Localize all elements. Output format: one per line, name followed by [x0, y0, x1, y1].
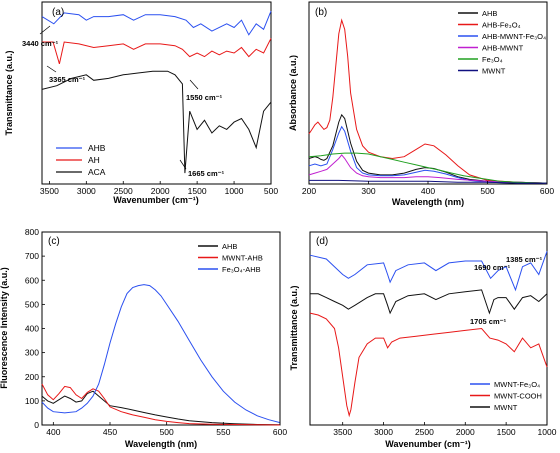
panel-a-label: (a) — [52, 7, 64, 18]
panel-a-legend: AHB AH ACA — [56, 143, 106, 177]
panel-c-label: (c) — [48, 236, 60, 247]
x-tick-label: 3000 — [77, 186, 96, 196]
legend-label-ahb: AHB — [222, 242, 237, 251]
panel-c: 400 450 500 550 600 0 100 200 300 400 500 600 700 800… — [0, 227, 287, 449]
y-tick-label: 500 — [25, 299, 39, 309]
y-tick-label: 0 — [34, 420, 39, 430]
annotation-1665: 1665 cm⁻¹ — [188, 169, 225, 178]
panel-a-series-ahb — [41, 10, 272, 36]
legend-label-ahb-mwnt: AHB-MWNT — [482, 44, 524, 53]
y-tick-label: 400 — [25, 324, 39, 334]
x-tick-label: 500 — [480, 186, 494, 196]
panel-a-series-aca — [41, 70, 272, 174]
legend-label-mwnt: MWNT — [494, 403, 518, 412]
legend-label-fe-o: Fe₃O₄ — [482, 55, 503, 64]
x-tick-label: 400 — [46, 427, 60, 437]
x-tick-label: 400 — [421, 186, 435, 196]
x-tick-label: 600 — [273, 427, 287, 437]
annotation-1690: 1690 cm⁻¹ — [474, 263, 511, 272]
panel-b-label: (b) — [315, 7, 327, 18]
x-tick-label: 1500 — [497, 427, 516, 437]
x-tick-label: 500 — [160, 427, 174, 437]
y-tick-label: 200 — [25, 372, 39, 382]
x-tick-label: 2000 — [151, 186, 170, 196]
annotation-3365: 3365 cm⁻¹ — [49, 75, 86, 84]
legend-label-mwnt-fe-o: MWNT-Fe₃O₄ — [494, 380, 540, 389]
legend-label-ah: AH — [88, 155, 100, 165]
x-tick-label: 3000 — [374, 427, 393, 437]
x-tick-label: 1000 — [538, 427, 557, 437]
annotation-3440-arrow — [39, 25, 51, 35]
panel-c-series-mwnt-ahb — [41, 383, 281, 426]
panel-d-series-mwnt-fe-o — [309, 251, 548, 292]
panel-d-label: (d) — [316, 236, 328, 247]
panel-a-frame — [41, 1, 272, 185]
panel-b-series-fe-o — [308, 152, 548, 184]
legend-label-mwnt: MWNT — [482, 67, 506, 76]
annotation-3440: 3440 cm⁻¹ — [22, 39, 59, 48]
panel-d-xlabel: Wavenumber (cm⁻¹) — [385, 439, 470, 449]
x-tick-label: 2500 — [415, 427, 434, 437]
y-tick-label: 100 — [25, 396, 39, 406]
panel-b: 200 300 400 500 600 (b) Wavelength (nm) Abso… — [288, 1, 554, 207]
panel-c-series-fe-o-ahb — [41, 284, 281, 424]
y-tick-label: 300 — [25, 348, 39, 358]
legend-label-ahb-mwnt-fe-o: AHB-MWNT-Fe₃O₄ — [482, 32, 546, 41]
legend-label-ahb: AHB — [482, 9, 497, 18]
x-tick-label: 450 — [103, 427, 117, 437]
x-tick-label: 200 — [302, 186, 316, 196]
x-tick-label: 500 — [264, 186, 278, 196]
panel-b-ylabel: Absorbance (a.u.) — [288, 55, 298, 131]
legend-label-mwnt-ahb: MWNT-AHB — [222, 254, 263, 263]
panel-c-legend: AHB MWNT-AHB Fe₃O₄-AHB — [198, 242, 263, 274]
panel-a-ylabel: Transmittance (a.u.) — [4, 50, 14, 135]
legend-label-ahb-fe-o: AHB-Fe₃O₄ — [482, 21, 521, 30]
panel-d-ylabel: Transmittance (a.u.) — [289, 285, 299, 370]
panel-a-xlabel: Wavenumber (cm⁻¹) — [113, 195, 198, 205]
x-tick-label: 600 — [540, 186, 554, 196]
x-tick-label: 2000 — [456, 427, 475, 437]
panel-b-series-ahb-mwnt-fe-o — [308, 125, 547, 184]
panel-c-series-ahb — [41, 390, 281, 426]
panel-b-legend: AHB AHB-Fe₃O₄ AHB-MWNT-Fe₃O₄ AHB-MWNT Fe₃O₄ M… — [458, 9, 546, 76]
annotation-1550-arrow — [189, 79, 199, 90]
annotation-1665-arrow — [179, 159, 187, 170]
annotation-1385: 1385 cm⁻¹ — [506, 255, 543, 264]
x-tick-label: 3500 — [40, 186, 59, 196]
panel-d: 3500 3000 2500 2000 1500 1000 (d) Wavenumber … — [289, 231, 557, 449]
panel-a-series-ah — [42, 38, 272, 65]
panel-a: 3500 3000 2500 2000 1500 1000 500 (a) Wavenumb… — [4, 1, 278, 205]
annotation-3365-arrow — [46, 65, 57, 73]
panel-d-series-mwnt-cooh — [309, 312, 548, 418]
legend-label-mwnt-cooh: MWNT-COOH — [494, 392, 542, 401]
panel-d-series-mwnt — [310, 289, 548, 315]
x-tick-label: 3500 — [333, 427, 352, 437]
y-tick-label: 700 — [25, 251, 39, 261]
annotation-1705: 1705 cm⁻¹ — [470, 317, 507, 326]
panel-d-frame — [309, 231, 548, 426]
panel-b-xlabel: Wavelength (nm) — [392, 197, 464, 207]
x-tick-label: 1500 — [188, 186, 207, 196]
legend-label-aca: ACA — [88, 167, 106, 177]
annotation-1550: 1550 cm⁻¹ — [186, 93, 223, 102]
legend-label-fe-o-ahb: Fe₃O₄-AHB — [222, 265, 261, 274]
x-tick-label: 1000 — [225, 186, 244, 196]
x-tick-label: 300 — [361, 186, 375, 196]
panel-c-xlabel: Wavelength (nm) — [125, 439, 197, 449]
y-tick-label: 600 — [25, 275, 39, 285]
panel-c-ylabel: Fluorescence Intensity (a.u.) — [0, 267, 9, 389]
panel-d-legend: MWNT-Fe₃O₄ MWNT-COOH MWNT — [470, 380, 542, 412]
x-tick-label: 550 — [216, 427, 230, 437]
panel-b-series-ahb-mwnt — [308, 154, 548, 184]
legend-label-ahb: AHB — [88, 143, 106, 153]
panel-b-series-ahb-fe-o — [308, 18, 548, 184]
x-tick-label: 2500 — [114, 186, 133, 196]
panel-b-series-ahb — [308, 113, 548, 184]
y-tick-label: 800 — [25, 227, 39, 237]
